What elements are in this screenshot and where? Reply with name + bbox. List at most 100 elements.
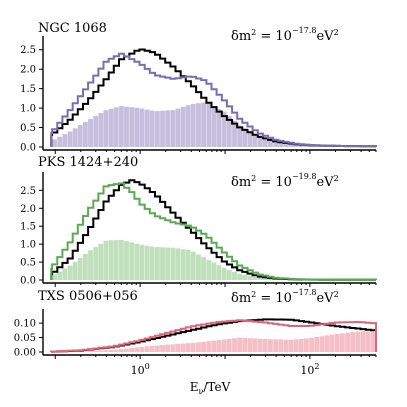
filled-bar [226,269,232,280]
annotation-sup: 2 [251,174,256,183]
annotation-exponent: −17.8 [292,288,317,297]
filled-bar [175,343,181,352]
y-tick-label: 1.0 [20,104,36,115]
mass-annotation: δm2 = 10−17.8eV2 [231,26,339,44]
filled-bar [124,106,129,147]
filled-bar [185,250,191,280]
filled-bar [309,337,314,352]
filled-bar [170,344,176,352]
y-tick-label: 1.0 [20,240,36,251]
filled-histogram [51,102,376,147]
filled-bar [206,103,212,147]
filled-bar [72,261,78,280]
filled-bar [180,249,186,280]
filled-bar [160,345,165,352]
annotation-text: = 10 [256,291,292,306]
filled-bar [257,338,263,352]
y-tick-label: 0.10 [14,319,36,330]
filled-bar [134,347,140,352]
filled-bar [180,106,186,147]
filled-bar [268,339,273,352]
filled-bar [201,341,206,352]
x-label-suffix: /TeV [203,380,230,394]
x-axis-label: Eν/TeV [190,380,231,396]
filled-bar [103,110,109,147]
annotation-text: δm [231,175,251,190]
filled-bar [72,128,78,147]
annotation-text: δm [231,29,251,44]
filled-bar [278,339,284,352]
filled-bar [293,339,299,352]
x-tick-base: 10 [300,364,314,377]
annotation-exponent: −17.8 [292,26,317,35]
filled-bar [283,143,289,147]
annotation-text: δm [231,291,251,306]
filled-bar [57,136,63,147]
filled-bar [216,109,222,147]
filled-bar [350,332,356,352]
colored-step-line [50,319,377,353]
filled-bar [298,338,304,352]
filled-bar [52,139,57,147]
filled-bar [83,351,88,352]
filled-bar [88,350,93,352]
x-label-sub: ν [199,387,204,396]
filled-bar [237,273,242,280]
filled-bar [57,271,63,280]
panel-title: NGC 1068 [38,21,107,36]
filled-bar [221,267,227,280]
filled-bar [319,336,325,352]
filled-bar [314,337,320,352]
filled-bar [268,278,273,280]
filled-bar [108,349,114,352]
filled-bar [119,239,124,280]
filled-bar [129,347,135,352]
filled-bar [309,145,314,147]
filled-histogram [52,331,376,352]
filled-bar [206,259,212,280]
filled-bar [324,335,330,352]
filled-bar [155,111,160,147]
filled-bar [119,106,124,147]
filled-bar [211,106,217,147]
filled-bar [129,107,135,147]
y-tick-label: 0.5 [20,123,36,134]
filled-bar [77,351,83,352]
filled-bar [242,337,248,352]
filled-bar [124,241,129,280]
filled-bar [237,125,242,147]
filled-bar [288,339,294,352]
filled-bar [93,350,99,352]
filled-bar [139,346,145,352]
filled-bar [119,349,124,352]
filled-bar [365,331,371,352]
panel-title: TXS 0506+056 [38,289,138,304]
filled-bar [134,107,140,147]
mass-annotation: δm2 = 10−19.8eV2 [231,172,339,190]
filled-bar [221,339,227,352]
annotation-sup: 2 [334,290,339,299]
filled-bar [226,338,232,352]
filled-bar [149,346,155,352]
colored-step-line [50,182,377,281]
filled-bar [298,145,304,147]
filled-bar [165,110,170,147]
y-tick-label: 1.5 [20,84,36,95]
filled-bar [155,247,160,280]
y-tick-label: 0.0 [20,143,36,154]
filled-bar [242,274,248,280]
filled-bar [216,265,222,280]
y-tick-label: 0.0 [20,276,36,287]
filled-bar [139,245,145,280]
filled-bar [144,109,150,147]
x-tick-label: 100 [131,362,150,377]
annotation-unit: eV [316,175,334,190]
x-label-main: E [190,380,199,394]
filled-bar [93,247,99,280]
filled-bar [190,342,196,352]
filled-bar [160,110,165,147]
filled-bar [149,246,155,280]
filled-bar [262,139,268,147]
